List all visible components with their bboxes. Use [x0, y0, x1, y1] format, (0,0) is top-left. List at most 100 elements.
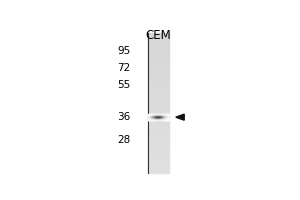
Text: 95: 95 [117, 46, 130, 56]
Bar [148, 41, 169, 43]
Bar [148, 75, 169, 76]
Text: 55: 55 [117, 80, 130, 90]
Bar [148, 72, 169, 73]
Bar [148, 130, 169, 131]
Bar [148, 33, 169, 34]
Bar [148, 48, 169, 50]
Bar [148, 115, 169, 116]
Bar [148, 57, 169, 58]
Bar [148, 65, 169, 66]
Bar [148, 137, 169, 138]
Bar [148, 110, 169, 111]
Bar [148, 154, 169, 155]
Text: 28: 28 [117, 135, 130, 145]
Bar [148, 53, 169, 54]
Bar [148, 144, 169, 145]
Bar [148, 95, 169, 96]
Bar [148, 109, 169, 110]
Bar [148, 99, 169, 100]
Bar [148, 123, 169, 124]
Bar [148, 60, 169, 61]
Bar [148, 169, 169, 170]
Bar [148, 140, 169, 141]
Bar [148, 83, 169, 85]
Bar [148, 131, 169, 133]
Bar [148, 86, 169, 87]
Bar [148, 47, 169, 48]
Bar [148, 71, 169, 72]
Bar [148, 113, 169, 114]
Bar [148, 103, 169, 104]
Bar [148, 143, 169, 144]
Bar [148, 36, 169, 37]
Bar [148, 68, 169, 69]
Bar [148, 133, 169, 134]
Bar [148, 138, 169, 140]
Bar [148, 61, 169, 62]
Bar [148, 58, 169, 59]
Bar [148, 168, 169, 169]
Bar [148, 43, 169, 44]
Bar [148, 161, 169, 162]
Bar [148, 128, 169, 129]
Bar [148, 141, 169, 142]
Bar [148, 127, 169, 128]
Bar [148, 54, 169, 55]
Bar [148, 150, 169, 151]
Bar [148, 45, 169, 46]
Bar [148, 136, 169, 137]
Bar [148, 97, 169, 99]
Bar [148, 147, 169, 148]
Bar [148, 118, 169, 120]
Bar [148, 93, 169, 94]
Bar [148, 107, 169, 108]
Bar [148, 69, 169, 71]
Bar [148, 82, 169, 83]
Bar [148, 39, 169, 40]
Bar [148, 76, 169, 78]
Bar [148, 44, 169, 45]
Bar [148, 62, 169, 64]
Bar [148, 38, 169, 39]
Bar [148, 67, 169, 68]
Bar [148, 162, 169, 163]
Bar [148, 164, 169, 165]
Bar [148, 40, 169, 41]
Bar [148, 142, 169, 143]
Bar [148, 166, 169, 168]
Bar [148, 66, 169, 67]
Bar [148, 156, 169, 157]
Bar [148, 152, 169, 154]
Bar [148, 135, 169, 136]
Bar [148, 59, 169, 60]
Bar [148, 78, 169, 79]
Bar [148, 85, 169, 86]
Bar [148, 89, 169, 90]
Bar [148, 148, 169, 149]
Bar [148, 121, 169, 122]
Bar [148, 50, 169, 51]
Bar [148, 120, 169, 121]
Bar [148, 159, 169, 161]
Bar [148, 79, 169, 80]
Bar [148, 88, 169, 89]
Polygon shape [176, 114, 184, 120]
Bar [148, 104, 169, 106]
Bar [148, 55, 169, 57]
Bar [148, 46, 169, 47]
Bar [148, 51, 169, 52]
Bar [148, 122, 169, 123]
Bar [148, 158, 169, 159]
Bar [148, 92, 169, 93]
Bar [148, 37, 169, 38]
Bar [148, 171, 169, 172]
Bar [148, 170, 169, 171]
Bar [148, 94, 169, 95]
Bar [148, 74, 169, 75]
Bar [148, 124, 169, 125]
Bar [148, 165, 169, 166]
Bar [148, 81, 169, 82]
Bar [148, 129, 169, 130]
Text: 36: 36 [117, 112, 130, 122]
Text: CEM: CEM [146, 29, 171, 42]
